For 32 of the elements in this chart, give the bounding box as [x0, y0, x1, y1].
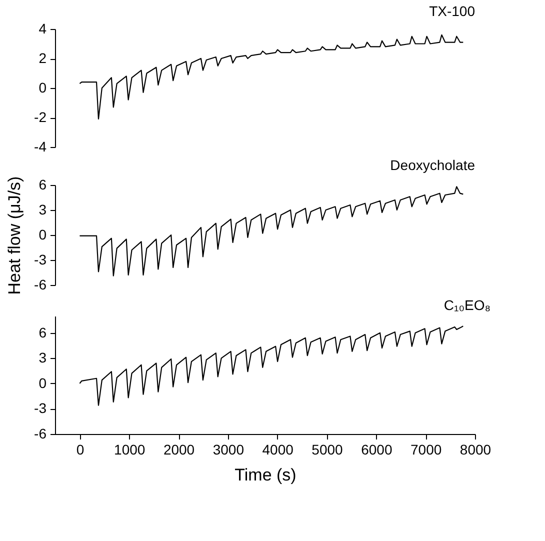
y-tick-label: 6 [38, 324, 47, 340]
x-tick-label: 8000 [460, 442, 492, 458]
line-series [79, 186, 464, 276]
y-tick-label: 4 [38, 20, 47, 36]
y-axis-title: Heat flow (μJ/s) [5, 176, 24, 295]
y-tick-label: -3 [34, 400, 47, 416]
x-tick-label: 3000 [212, 442, 244, 458]
line-series [79, 34, 464, 120]
line-series [79, 326, 464, 406]
y-tick-label: 2 [38, 50, 47, 66]
x-tick-label: 7000 [410, 442, 442, 458]
x-tick-label: 4000 [262, 442, 294, 458]
y-tick-label: 6 [38, 176, 47, 192]
y-tick-label: 3 [38, 350, 47, 366]
x-tick-label: 2000 [163, 442, 195, 458]
chart-title: Deoxycholate [390, 156, 476, 173]
y-tick-label: -4 [34, 138, 47, 154]
x-tick-label: 1000 [114, 442, 146, 458]
chart-title: C₁₀EO₈ [444, 297, 491, 313]
x-axis-title: Time (s) [234, 466, 296, 484]
y-tick-label: -6 [34, 276, 47, 292]
y-tick-label: -2 [34, 109, 47, 125]
y-tick-label: 0 [38, 80, 47, 96]
x-tick-label: 0 [76, 442, 84, 458]
y-tick-label: 0 [38, 374, 47, 391]
y-tick-label: -3 [34, 252, 47, 268]
x-tick-label: 5000 [312, 442, 344, 458]
y-tick-label: -6 [34, 426, 47, 442]
x-tick-label: 6000 [361, 442, 392, 458]
chart-title: TX-100 [429, 3, 476, 19]
y-tick-label: 0 [38, 226, 47, 242]
y-tick-label: 3 [38, 202, 47, 218]
